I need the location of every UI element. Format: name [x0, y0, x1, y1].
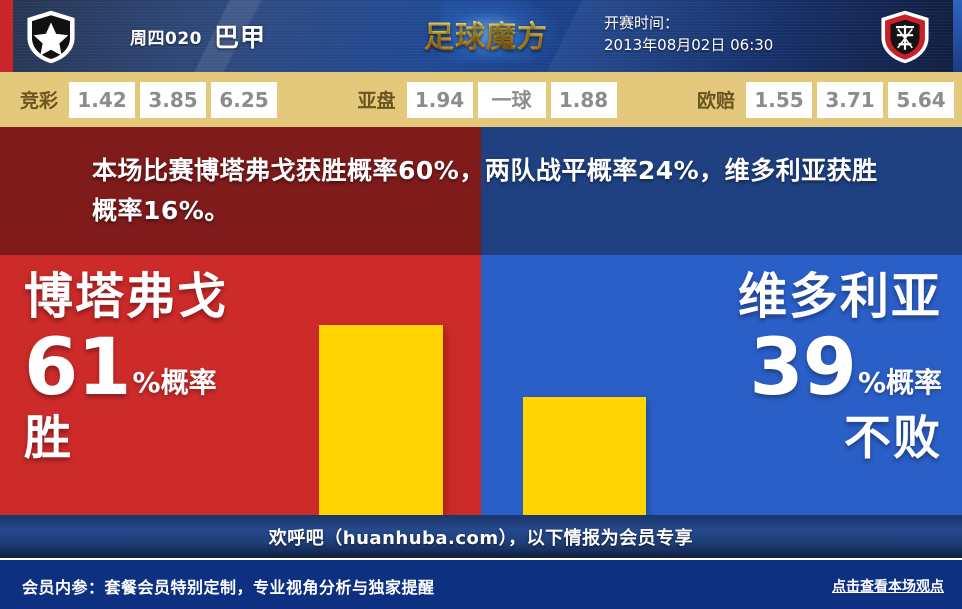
odds-bar: 竞彩 1.42 3.85 6.25 亚盘 1.94 一球 1.88 欧赔 1.5…: [0, 72, 962, 127]
header-right-blue-stripe: [953, 0, 962, 72]
probability-panel: 本场比赛博塔弗戈获胜概率60%，两队战平概率24%，维多利亚获胜概率16%。 博…: [0, 127, 962, 515]
odds-label-yapan: 亚盘: [357, 90, 396, 112]
promo-bar: 欢呼吧（huanhuba.com），以下情报为会员专享: [0, 515, 962, 558]
logo-glow: [440, 0, 560, 62]
away-banner-background: [481, 127, 962, 255]
probability-summary-text: 本场比赛博塔弗戈获胜概率60%，两队战平概率24%，维多利亚获胜概率16%。: [92, 156, 878, 225]
home-probability-row: 61 %概率: [24, 329, 314, 407]
away-probability-row: 39 %概率: [642, 329, 942, 407]
odds-value-oupei-away[interactable]: 5.64: [888, 81, 955, 118]
odds-value-jingcai-home[interactable]: 1.42: [69, 81, 136, 118]
away-team-block: 维多利亚 39 %概率 不败: [642, 267, 942, 467]
odds-value-yapan-away[interactable]: 1.88: [550, 81, 617, 118]
view-match-opinion-link[interactable]: 点击查看本场观点: [832, 578, 944, 595]
away-verdict: 不败: [844, 411, 942, 466]
odds-value-jingcai-draw[interactable]: 3.85: [140, 81, 207, 118]
kickoff-value: 2013年08月02日 06:30: [604, 36, 774, 54]
promo-text: 欢呼吧（huanhuba.com），以下情报为会员专享: [268, 527, 694, 549]
odds-group-yapan: 亚盘 1.94 一球 1.88: [352, 81, 617, 118]
match-header: 周四020 巴甲 足球魔方 足球魔方 开赛时间： 2013年08月02日 06:…: [0, 0, 962, 72]
home-banner-background: [0, 127, 481, 255]
home-probability-suffix: %概率: [132, 366, 217, 399]
chart-bar-away: [523, 397, 646, 515]
odds-group-jingcai: 竞彩 1.42 3.85 6.25: [14, 81, 278, 118]
away-team-crest-icon: [881, 10, 929, 64]
league-name: 巴甲: [214, 23, 267, 52]
odds-label-jingcai: 竞彩: [20, 90, 59, 112]
member-description: 会员内参：套餐会员特别定制，专业视角分析与独家提醒: [22, 577, 435, 597]
home-probability-value: 61: [24, 323, 132, 413]
away-probability-suffix: %概率: [857, 366, 942, 399]
header-left-red-stripe: [0, 0, 13, 72]
match-info: 周四020 巴甲: [130, 14, 266, 58]
home-verdict: 胜: [24, 411, 73, 466]
odds-value-yapan-home[interactable]: 1.94: [406, 81, 473, 118]
away-team-name: 维多利亚: [737, 268, 942, 325]
home-team-block: 博塔弗戈 61 %概率 胜: [24, 267, 314, 467]
kickoff-label: 开赛时间：: [604, 14, 680, 32]
kickoff-time-block: 开赛时间： 2013年08月02日 06:30: [604, 12, 844, 56]
away-probability-value: 39: [749, 323, 857, 413]
logo-text: 足球魔方: [412, 12, 560, 56]
odds-label-oupei: 欧赔: [697, 90, 736, 112]
odds-value-jingcai-away[interactable]: 6.25: [211, 81, 278, 118]
match-round-label: 周四020: [130, 28, 202, 49]
member-bar: 会员内参：套餐会员特别定制，专业视角分析与独家提醒 点击查看本场观点: [0, 558, 962, 609]
odds-group-oupei: 欧赔 1.55 3.71 5.64: [691, 81, 955, 118]
odds-value-oupei-draw[interactable]: 3.71: [817, 81, 884, 118]
home-team-crest-icon: [27, 10, 75, 64]
chart-bar-home: [319, 325, 443, 515]
home-team-name: 博塔弗戈: [24, 268, 229, 325]
brand-logo[interactable]: 足球魔方 足球魔方: [412, 0, 560, 64]
odds-value-oupei-home[interactable]: 1.55: [746, 81, 813, 118]
odds-value-yapan-handicap[interactable]: 一球: [477, 81, 546, 118]
